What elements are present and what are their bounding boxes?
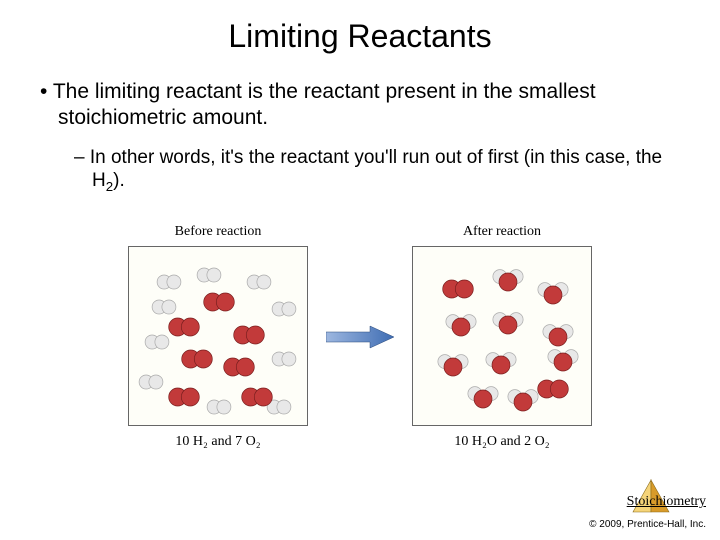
before-panel [128, 246, 308, 426]
sub-bullet-text: In other words, it's the reactant you'll… [90, 147, 662, 192]
arrow-wrap [326, 325, 394, 349]
main-bullet: The limiting reactant is the reactant pr… [30, 79, 690, 132]
after-panel [412, 246, 592, 426]
footer-topic: Stoichiometry [627, 494, 706, 510]
sub-bullet: In other words, it's the reactant you'll… [30, 146, 690, 196]
before-caption: 10 H₂ and 7 O₂ [128, 434, 308, 450]
page-title: Limiting Reactants [0, 0, 720, 79]
sub-bullet-suffix: ). [113, 170, 125, 191]
content-area: The limiting reactant is the reactant pr… [0, 79, 720, 196]
before-panel-wrap: Before reaction 10 H₂ and 7 O₂ [128, 224, 308, 450]
after-label: After reaction [412, 224, 592, 240]
after-molecules [413, 247, 593, 427]
reaction-arrow-icon [326, 325, 394, 349]
copyright: © 2009, Prentice-Hall, Inc. [589, 519, 706, 530]
before-molecules [129, 247, 309, 427]
after-caption: 10 H₂O and 2 O₂ [412, 434, 592, 450]
after-panel-wrap: After reaction 10 H₂O and 2 O₂ [412, 224, 592, 450]
reaction-diagram: Before reaction 10 H₂ and 7 O₂ After rea… [80, 224, 640, 450]
before-label: Before reaction [128, 224, 308, 240]
